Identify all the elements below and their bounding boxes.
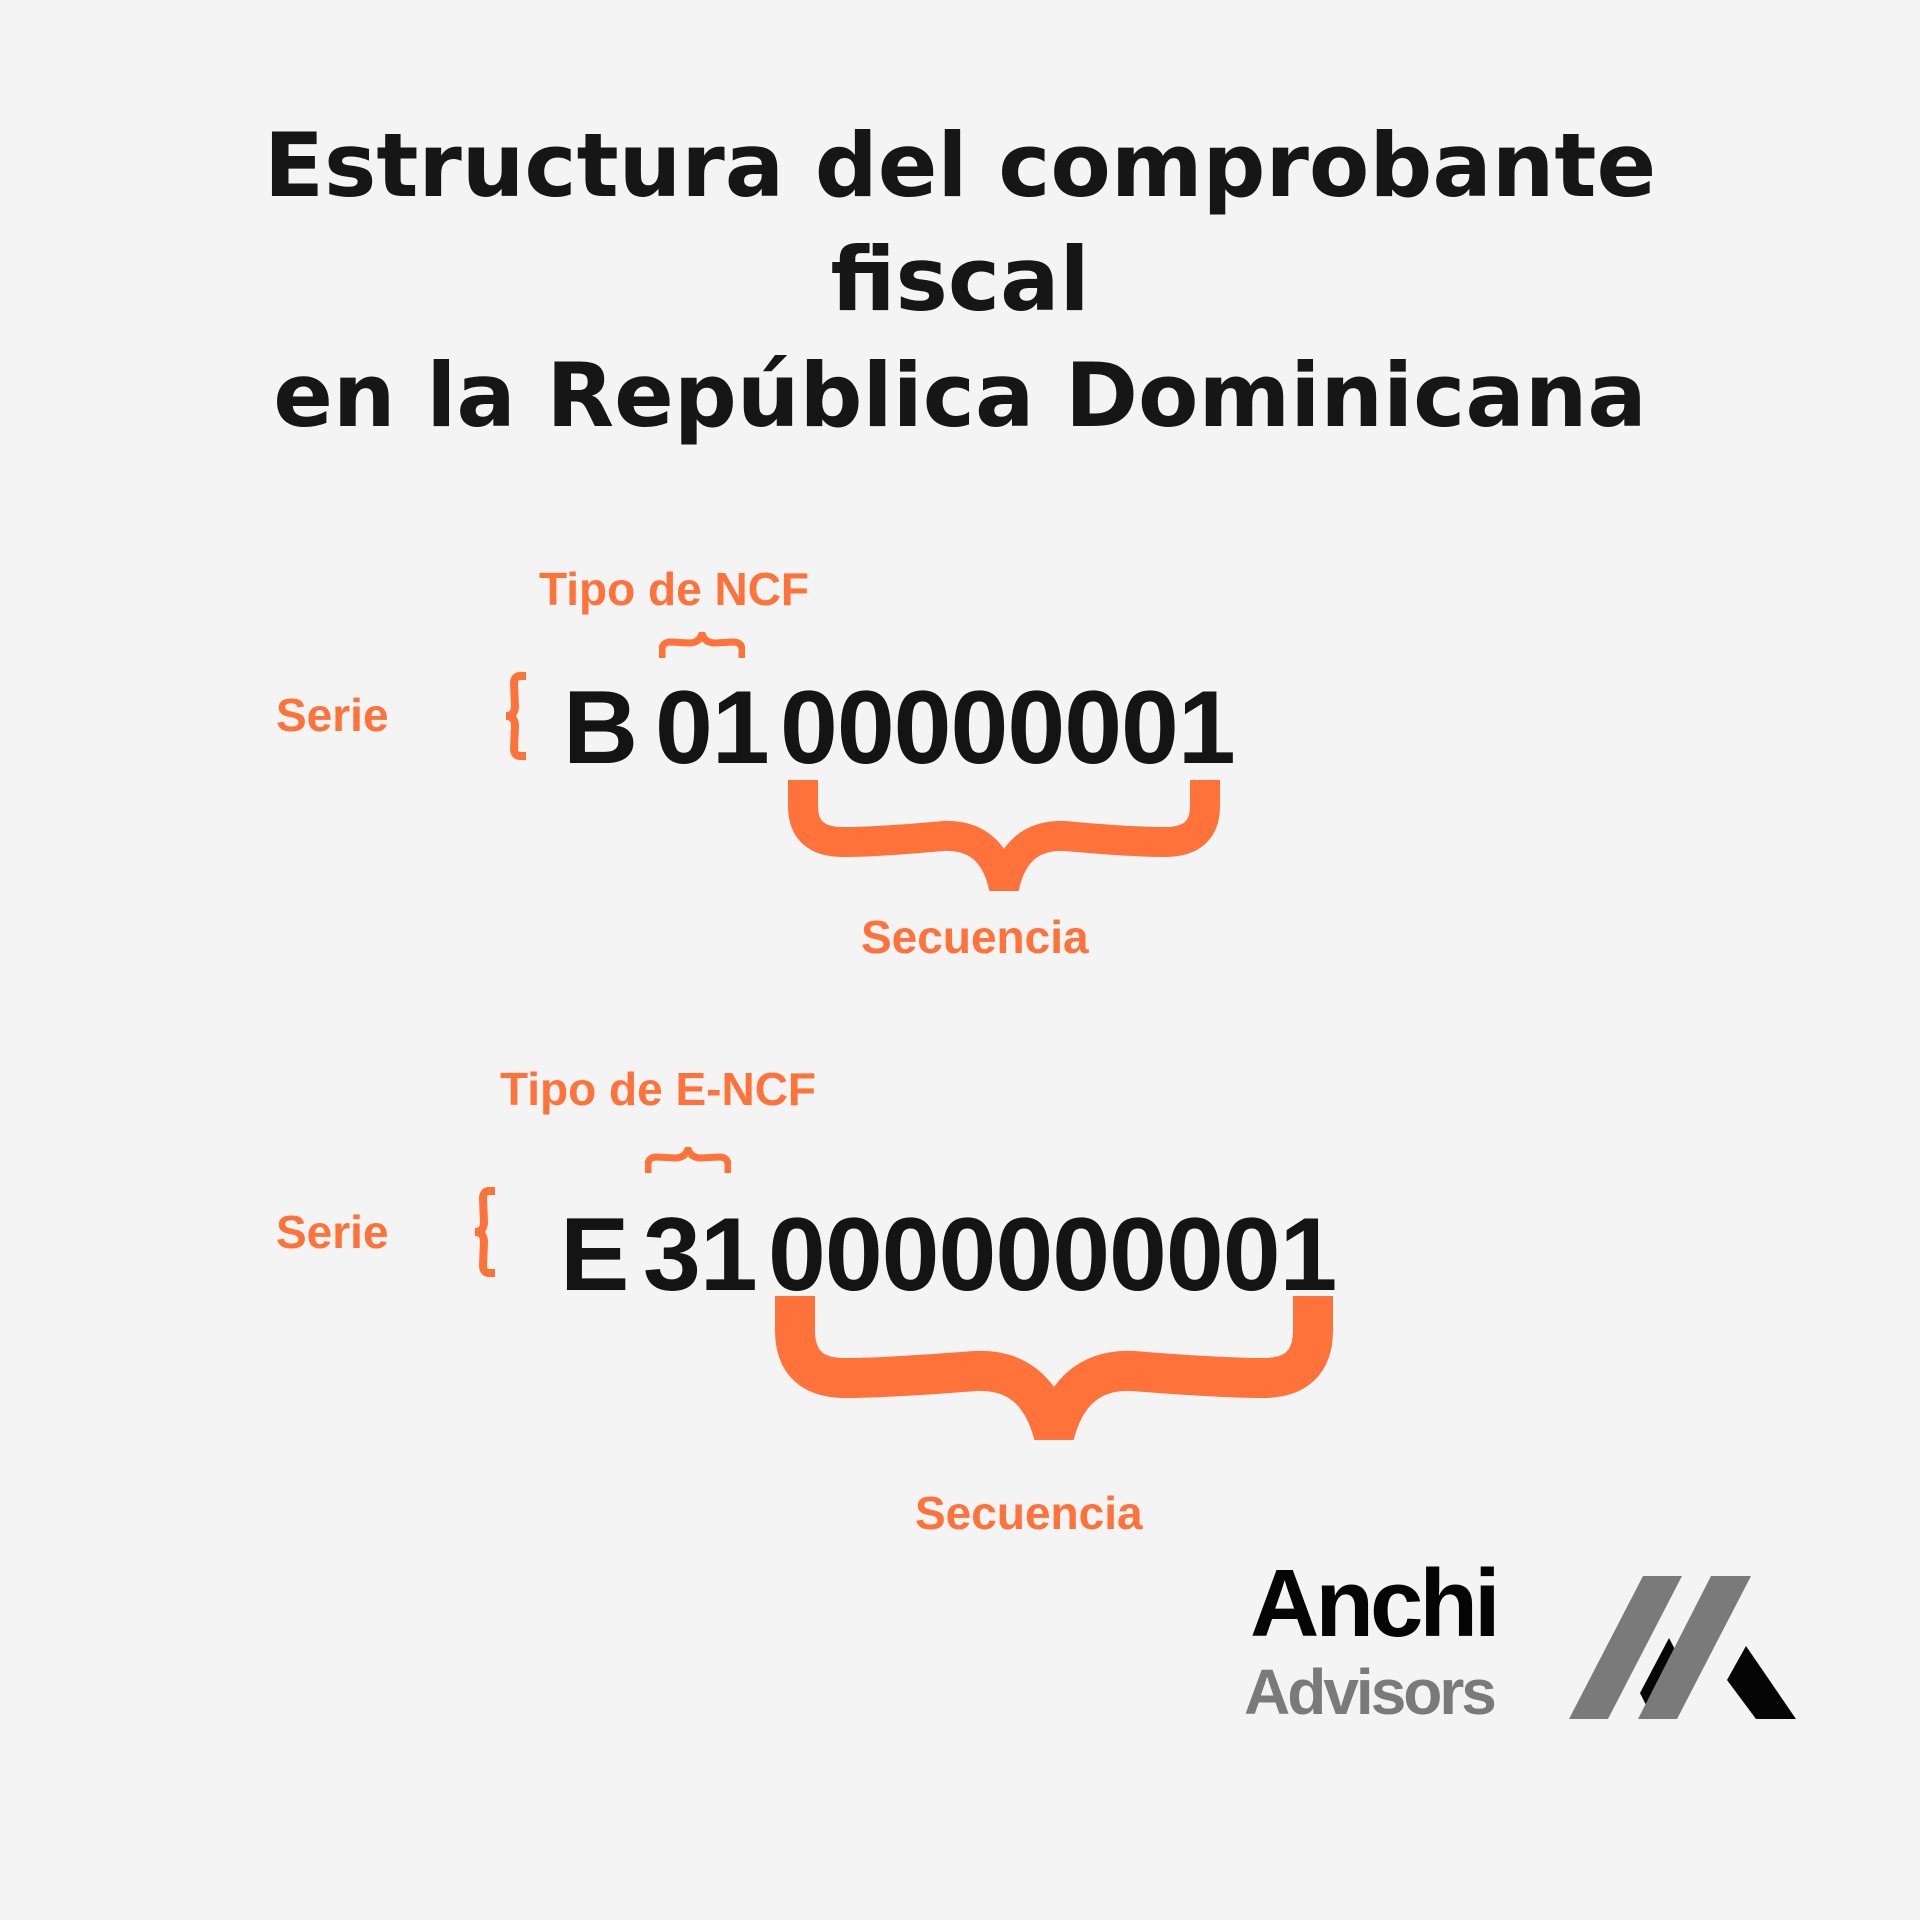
tipo-value: 31 bbox=[643, 1197, 758, 1313]
logo-mark-icon bbox=[1569, 1576, 1796, 1719]
logo-sub: Advisors bbox=[1244, 1656, 1497, 1728]
title-line-1: Estructura del comprobante bbox=[263, 114, 1657, 217]
serie-brace-icon bbox=[505, 672, 526, 760]
secuencia-value: 00000001 bbox=[780, 670, 1236, 786]
secuencia-value: 0000000001 bbox=[768, 1197, 1337, 1313]
tipo-value: 01 bbox=[655, 670, 770, 786]
tipo-brace-icon bbox=[645, 1147, 731, 1173]
secuencia-brace-icon bbox=[775, 1296, 1333, 1440]
secuencia-brace-icon bbox=[788, 780, 1220, 892]
serie-value: B bbox=[563, 670, 638, 786]
secuencia-label: Secuencia bbox=[861, 911, 1089, 963]
tipo-e-ncf-label: Tipo de E-NCF bbox=[500, 1063, 817, 1115]
serie-label: Serie bbox=[276, 689, 389, 741]
serie-value: E bbox=[560, 1197, 629, 1313]
serie-brace-icon bbox=[474, 1187, 495, 1277]
tipo-ncf-label: Tipo de NCF bbox=[539, 563, 810, 615]
anchi-advisors-logo: Anchi Advisors bbox=[1244, 1556, 1854, 1736]
secuencia-label: Secuencia bbox=[915, 1487, 1143, 1539]
serie-label: Serie bbox=[276, 1206, 389, 1258]
title-line-3: en la República Dominicana bbox=[273, 344, 1647, 447]
title-line-2: fiscal bbox=[830, 228, 1090, 331]
tipo-brace-icon bbox=[659, 632, 745, 658]
logo-name: Anchi bbox=[1250, 1550, 1501, 1657]
